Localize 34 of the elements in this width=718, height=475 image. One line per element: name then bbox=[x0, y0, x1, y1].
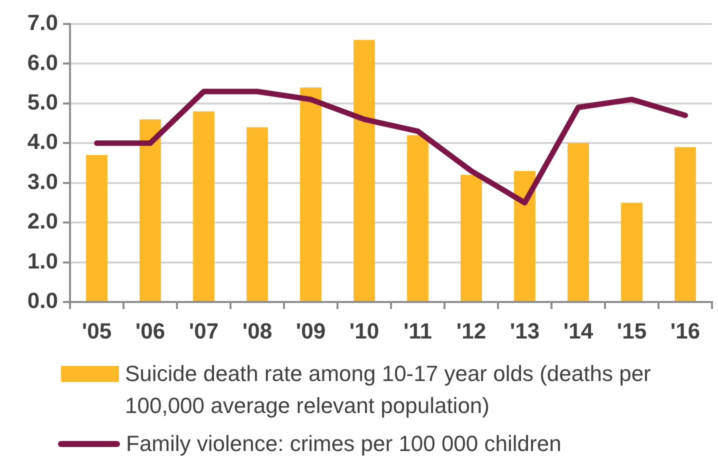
bar bbox=[460, 174, 482, 301]
x-tick-label: '13 bbox=[510, 318, 540, 344]
y-tick-label: 4.0 bbox=[27, 129, 58, 154]
bar bbox=[514, 170, 536, 301]
x-tick-label: '07 bbox=[188, 318, 219, 344]
bar bbox=[193, 111, 214, 301]
y-tick-label: 6.0 bbox=[27, 50, 58, 75]
bar bbox=[86, 155, 108, 301]
bar bbox=[354, 40, 375, 301]
bar bbox=[246, 127, 268, 301]
y-tick-label: 0.0 bbox=[27, 288, 58, 314]
x-tick-label: '10 bbox=[349, 318, 380, 344]
y-tick-label: 3.0 bbox=[27, 168, 58, 194]
bar bbox=[674, 147, 696, 301]
x-tick-label: '09 bbox=[296, 318, 326, 344]
y-tick-label: 2.0 bbox=[27, 208, 58, 234]
y-tick-label: 5.0 bbox=[27, 89, 58, 114]
bar bbox=[140, 119, 161, 301]
legend-label: Suicide death rate among 10-17 year olds (deaths per 100,000 average relevant population) bbox=[125, 360, 652, 420]
x-tick-label: '11 bbox=[404, 318, 432, 344]
x-tick-label: '15 bbox=[616, 318, 647, 344]
bar bbox=[568, 143, 589, 301]
legend-label: Family violence: crimes per 100 000 children bbox=[126, 430, 562, 458]
x-tick-label: '08 bbox=[242, 318, 272, 344]
x-tick-label: '16 bbox=[670, 318, 700, 344]
y-tick-label: 1.0 bbox=[27, 248, 58, 274]
x-tick-label: '14 bbox=[563, 318, 594, 344]
x-tick-label: '06 bbox=[135, 318, 166, 344]
y-tick-label: 7.0 bbox=[27, 10, 58, 36]
x-tick-label: '12 bbox=[456, 318, 486, 344]
bar bbox=[407, 135, 428, 301]
x-tick-label: '05 bbox=[82, 318, 112, 344]
bar bbox=[300, 88, 322, 301]
bar bbox=[621, 202, 642, 301]
